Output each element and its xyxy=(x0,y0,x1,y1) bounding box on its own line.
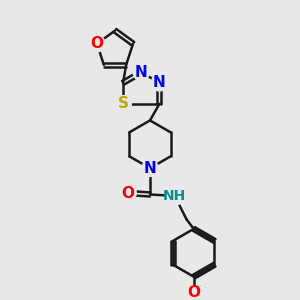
Text: S: S xyxy=(118,96,129,111)
Circle shape xyxy=(142,160,158,176)
Text: N: N xyxy=(144,161,156,176)
Text: O: O xyxy=(122,185,135,200)
Text: O: O xyxy=(187,285,200,300)
Text: NH: NH xyxy=(163,189,186,203)
Text: N: N xyxy=(135,65,148,80)
Circle shape xyxy=(89,35,105,52)
Circle shape xyxy=(166,187,184,205)
Circle shape xyxy=(151,75,168,91)
Text: O: O xyxy=(91,36,103,51)
Circle shape xyxy=(133,64,149,80)
Circle shape xyxy=(115,96,131,112)
Text: N: N xyxy=(153,75,166,90)
Circle shape xyxy=(187,286,200,299)
Circle shape xyxy=(120,185,136,201)
